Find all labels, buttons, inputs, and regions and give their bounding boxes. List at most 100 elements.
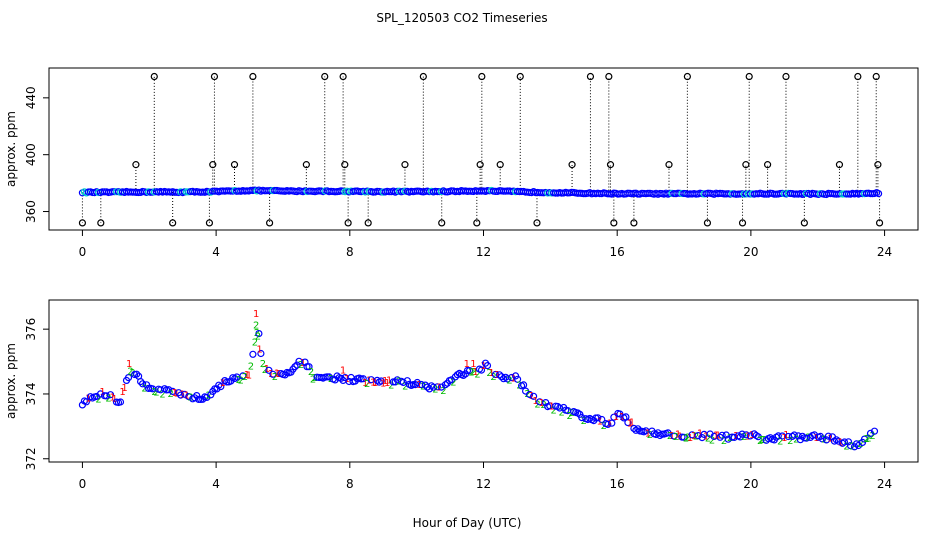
series-2-point: 2 bbox=[95, 394, 101, 405]
outlier-point bbox=[78, 219, 87, 227]
series-1-point: 1 bbox=[246, 371, 252, 382]
series-2-point: 2 bbox=[129, 368, 135, 379]
series-3-point bbox=[417, 380, 425, 389]
y-tick-label: 440 bbox=[24, 86, 38, 109]
x-tick-label: 20 bbox=[743, 477, 758, 491]
series-3-point bbox=[718, 431, 726, 439]
outlier-point bbox=[683, 72, 691, 81]
series-2-point: 2 bbox=[260, 359, 266, 370]
series-2-point: 2 bbox=[685, 432, 691, 443]
series-2-point: 2 bbox=[647, 430, 653, 441]
y-tick-label: 376 bbox=[24, 318, 38, 341]
series-3-point bbox=[116, 398, 125, 406]
series-1-point: 1 bbox=[675, 429, 681, 440]
outlier-point bbox=[872, 72, 880, 81]
series-3-point bbox=[722, 431, 730, 439]
series-3-point bbox=[389, 378, 397, 386]
series-3-point bbox=[491, 370, 500, 379]
series-3-point bbox=[96, 390, 105, 398]
series-3-point bbox=[102, 392, 111, 400]
x-tick-label: 4 bbox=[212, 245, 220, 259]
series-3-point bbox=[525, 390, 534, 399]
outlier-point bbox=[364, 219, 372, 227]
outlier-point bbox=[97, 219, 105, 227]
series-3-point bbox=[519, 381, 528, 389]
series-1-point: 1 bbox=[532, 396, 538, 407]
series-3-point bbox=[429, 383, 437, 391]
series-2-point: 2 bbox=[843, 442, 849, 453]
series-3-point bbox=[265, 366, 273, 374]
series-2-point: 2 bbox=[709, 436, 715, 447]
series-3-point bbox=[269, 370, 277, 378]
series-2-point: 2 bbox=[396, 377, 402, 388]
series-2-point: 2 bbox=[151, 387, 157, 398]
series-3-point bbox=[325, 373, 333, 381]
series-3-point bbox=[399, 378, 407, 386]
series-2-point: 2 bbox=[159, 389, 165, 400]
series-3-point bbox=[193, 392, 201, 400]
series-2-point: 2 bbox=[506, 376, 512, 387]
top-y-axis-label: approx. ppm bbox=[4, 111, 18, 187]
x-tick-label: 0 bbox=[79, 477, 87, 491]
series-1-point: 1 bbox=[619, 412, 625, 423]
series-3-point bbox=[616, 410, 624, 418]
series-2-point: 2 bbox=[567, 411, 573, 422]
series-3-point bbox=[137, 378, 145, 386]
series-3-point bbox=[495, 371, 504, 379]
series-1-point: 1 bbox=[677, 431, 683, 442]
x-tick-label: 0 bbox=[79, 245, 87, 259]
x-tick-label: 8 bbox=[346, 477, 354, 491]
series-1-point: 1 bbox=[464, 359, 470, 370]
outlier-point bbox=[341, 161, 349, 169]
series-2-point: 2 bbox=[524, 389, 530, 400]
series-3-point bbox=[529, 392, 538, 400]
series-2-point: 2 bbox=[490, 372, 496, 383]
series-3-point bbox=[393, 376, 401, 384]
series-2-point: 2 bbox=[450, 377, 456, 388]
series-1-point: 1 bbox=[119, 387, 125, 398]
series-2-point: 2 bbox=[777, 436, 783, 447]
series-3-point bbox=[231, 374, 239, 383]
series-2-point: 2 bbox=[793, 435, 799, 446]
outlier-point bbox=[586, 72, 595, 81]
series-3-point bbox=[802, 434, 811, 442]
series-3-point bbox=[165, 386, 173, 394]
outlier-point bbox=[703, 219, 712, 227]
series-1-point: 1 bbox=[99, 387, 105, 398]
series-2-point: 2 bbox=[168, 389, 174, 400]
outlier-point bbox=[605, 72, 613, 81]
series-2-point: 2 bbox=[551, 406, 557, 417]
series-1-point: 1 bbox=[276, 369, 282, 380]
series-2-point: 2 bbox=[468, 368, 474, 379]
series-1-point: 1 bbox=[480, 361, 486, 372]
series-1-point: 1 bbox=[613, 412, 619, 423]
series-3-point bbox=[359, 375, 367, 383]
series-1-point: 1 bbox=[472, 367, 478, 378]
x-tick-label: 12 bbox=[476, 477, 491, 491]
series-1-point: 1 bbox=[174, 388, 180, 399]
outlier-point bbox=[763, 161, 772, 169]
series-2-point: 2 bbox=[821, 435, 827, 446]
x-tick-label: 4 bbox=[212, 477, 220, 491]
series-2-point: 2 bbox=[559, 408, 565, 419]
series-3-point bbox=[409, 381, 417, 389]
baseline-point bbox=[874, 190, 883, 198]
series-3-point bbox=[790, 431, 798, 439]
series-1-point: 1 bbox=[340, 366, 346, 377]
outlier-point bbox=[132, 161, 140, 169]
series-2-point: 2 bbox=[272, 372, 278, 383]
series-1-point: 1 bbox=[121, 383, 127, 394]
series-3-point bbox=[337, 374, 345, 382]
series-2-point: 2 bbox=[388, 381, 394, 392]
series-3-point bbox=[716, 433, 724, 441]
outlier-point bbox=[738, 219, 747, 227]
chart-title: SPL_120503 CO2 Timeseries bbox=[376, 11, 547, 25]
series-2-point: 2 bbox=[238, 375, 244, 386]
series-2-point: 2 bbox=[105, 393, 111, 404]
series-2-point: 2 bbox=[486, 368, 492, 379]
series-1-point: 1 bbox=[366, 376, 372, 387]
outlier-point bbox=[630, 219, 638, 227]
series-2-point: 2 bbox=[805, 433, 811, 444]
x-tick-label: 12 bbox=[476, 245, 491, 259]
